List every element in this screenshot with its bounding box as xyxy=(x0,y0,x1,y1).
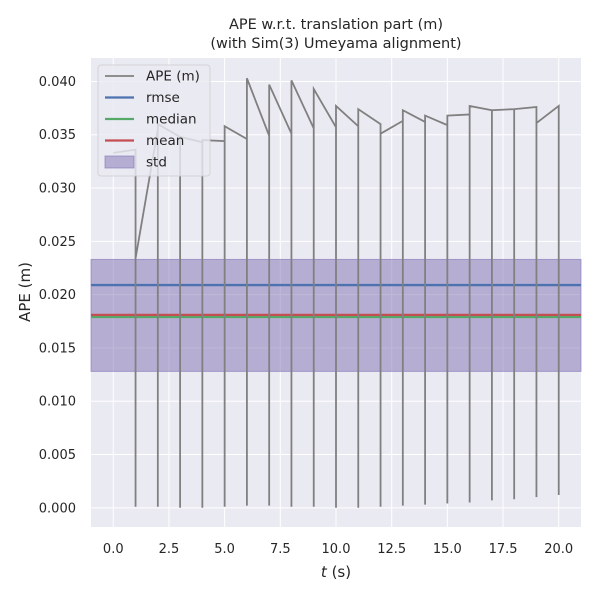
y-axis-label: APE (m) xyxy=(16,262,34,322)
legend-label-ape-m: APE (m) xyxy=(146,69,200,85)
y-tick-label: 0.030 xyxy=(39,182,76,197)
x-tick-label: 5.0 xyxy=(214,542,235,557)
x-tick-label: 15.0 xyxy=(433,542,462,557)
y-tick-label: 0.040 xyxy=(39,75,76,90)
x-tick-labels: 0.0 2.5 5.0 7.5 10.0 12.5 15.0 17.5 20.0 xyxy=(103,542,573,557)
legend-label-median: median xyxy=(146,112,197,128)
y-tick-label: 0.025 xyxy=(39,235,76,250)
y-tick-label: 0.020 xyxy=(39,288,76,303)
chart-title: APE w.r.t. translation part (m) xyxy=(229,17,443,33)
x-tick-label: 10.0 xyxy=(322,542,351,557)
legend-label-rmse: rmse xyxy=(146,90,180,106)
y-tick-label: 0.035 xyxy=(39,128,76,143)
legend-swatch-std xyxy=(104,155,135,169)
y-tick-label: 0.005 xyxy=(39,448,76,463)
x-tick-label: 20.0 xyxy=(544,542,573,557)
y-tick-label: 0.010 xyxy=(39,395,76,410)
x-axis-label-unit: (s) xyxy=(327,563,351,581)
x-axis-label-var: t xyxy=(321,563,328,581)
x-tick-label: 7.5 xyxy=(270,542,291,557)
x-tick-label: 2.5 xyxy=(159,542,180,557)
y-tick-label: 0.000 xyxy=(39,501,76,516)
x-axis-label: t (s) xyxy=(321,563,351,581)
legend-label-mean: mean xyxy=(146,133,184,149)
x-tick-label: 0.0 xyxy=(103,542,124,557)
x-tick-label: 17.5 xyxy=(489,542,518,557)
y-tick-label: 0.015 xyxy=(39,341,76,356)
y-tick-labels: 0.000 0.005 0.010 0.015 0.020 0.025 0.030 0.035… xyxy=(39,75,76,516)
chart-subtitle: (with Sim(3) Umeyama alignment) xyxy=(210,36,461,52)
legend-box xyxy=(97,64,211,177)
legend-label-std: std xyxy=(146,155,167,171)
x-tick-label: 12.5 xyxy=(377,542,406,557)
legend: APE (m) rmse median mean std xyxy=(97,64,211,177)
